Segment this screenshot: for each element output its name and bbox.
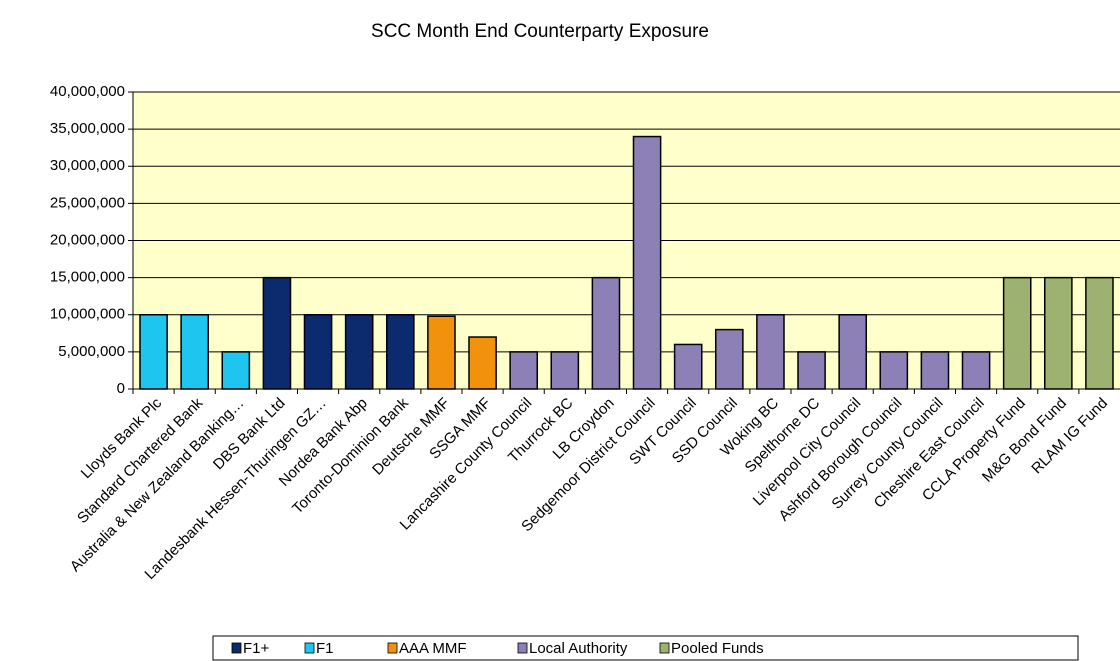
bar [1002, 276, 1032, 390]
bar [961, 351, 991, 390]
x-tick-label: DBS Bank Ltd [210, 395, 289, 474]
y-tick-label: 40,000,000 [50, 83, 125, 100]
bar [673, 343, 703, 390]
legend-items: F1+ F1 AAA MMF Local Authority Pooled Funds [231, 640, 764, 657]
bar [385, 314, 415, 390]
bars [139, 135, 1114, 390]
bar [180, 314, 210, 390]
y-tick-label: 0 [117, 380, 125, 397]
legend-swatch [517, 642, 528, 654]
bar [1043, 276, 1073, 390]
legend-swatch [304, 642, 315, 654]
bar [1085, 276, 1114, 390]
bar [262, 276, 292, 390]
legend-label: Local Authority [529, 640, 628, 657]
bar [797, 351, 826, 390]
y-tick-label: 5,000,000 [58, 343, 125, 360]
x-tick-label: RLAM IG Fund [1028, 395, 1111, 478]
y-tick-label: 30,000,000 [50, 157, 125, 174]
y-tick-label: 35,000,000 [50, 120, 125, 137]
bar [344, 314, 374, 390]
legend-swatch [231, 642, 242, 654]
bar [920, 351, 950, 390]
x-tick-label: Australia & New Zealand Banking… [67, 395, 248, 576]
legend-label: F1+ [243, 640, 270, 657]
legend-label: AAA MMF [399, 640, 467, 657]
bar [879, 351, 909, 390]
bar [756, 314, 785, 390]
bar [468, 336, 497, 390]
bar [714, 328, 744, 390]
bar [509, 351, 539, 390]
y-tick-label: 20,000,000 [50, 231, 125, 248]
y-tick-label: 10,000,000 [50, 306, 125, 323]
bar [427, 315, 456, 390]
y-tick-label: 15,000,000 [50, 269, 125, 286]
bar [632, 135, 662, 390]
legend-label: F1 [316, 640, 334, 657]
chart-title: SCC Month End Counterparty Exposure [371, 21, 709, 42]
legend [212, 635, 1079, 661]
y-tick-label: 25,000,000 [50, 194, 125, 211]
legend-swatch [387, 642, 398, 654]
bar [591, 276, 621, 390]
bar [139, 314, 168, 390]
bar [221, 351, 251, 390]
grid [128, 91, 1120, 394]
bar [838, 314, 868, 390]
bar [550, 351, 580, 390]
legend-swatch [659, 642, 670, 654]
bar [303, 314, 333, 390]
legend-label: Pooled Funds [671, 640, 764, 657]
